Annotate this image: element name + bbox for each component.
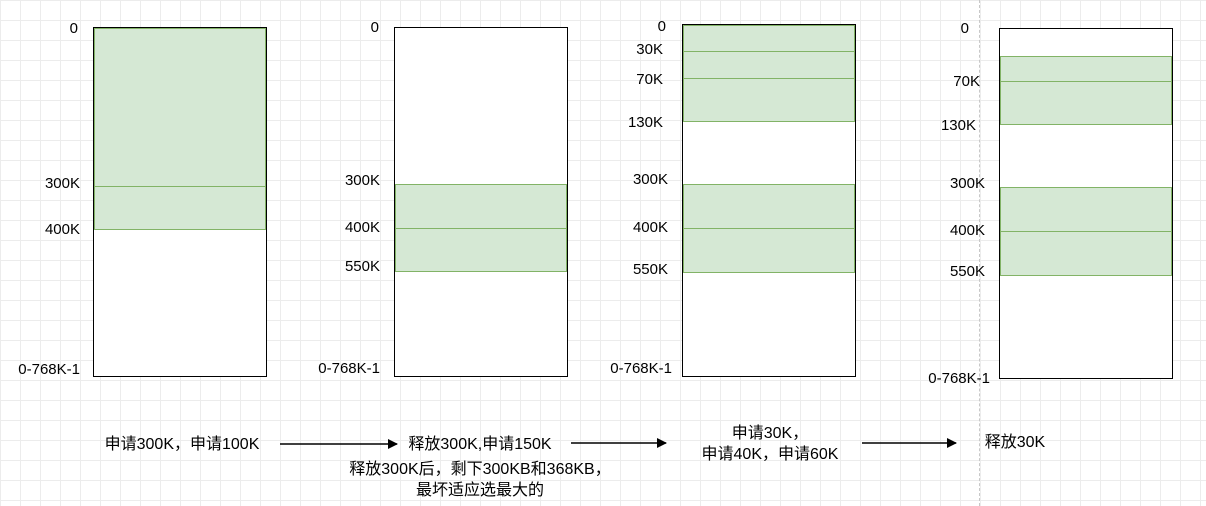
- address-label: 130K: [940, 117, 976, 134]
- allocated-segment: [395, 228, 567, 272]
- address-label: 300K: [344, 172, 380, 189]
- address-label: 550K: [949, 263, 985, 280]
- address-label: 0: [370, 19, 379, 36]
- address-label: 300K: [949, 175, 985, 192]
- address-label: 0: [69, 20, 78, 37]
- step-3-line-1: 申请30K，: [731, 425, 809, 442]
- allocated-segment: [1000, 231, 1172, 276]
- address-label: 400K: [632, 219, 668, 236]
- address-label: 130K: [627, 114, 663, 131]
- step-2-note-line-1: 释放300K后，剩下300KB和368KB，: [349, 461, 611, 478]
- address-label: 400K: [949, 222, 985, 239]
- memory-block-4: [999, 28, 1173, 379]
- allocated-segment: [683, 228, 855, 273]
- address-label: 550K: [632, 261, 668, 278]
- address-label: 400K: [344, 219, 380, 236]
- allocated-segment: [683, 184, 855, 229]
- step-1-caption: 申请300K，申请100K: [104, 436, 260, 453]
- allocated-segment: [395, 184, 567, 229]
- step-3-line-2: 申请40K，申请60K: [701, 446, 839, 463]
- memory-block-3: [682, 24, 856, 377]
- address-label: 0-768K-1: [318, 360, 380, 377]
- divider-dashed-line: [979, 0, 980, 506]
- address-label: 0-768K-1: [18, 361, 80, 378]
- address-label: 70K: [953, 73, 980, 90]
- allocated-segment: [683, 78, 855, 122]
- address-label: 30K: [636, 41, 663, 58]
- step-2-note: 释放300K后，剩下300KB和368KB， 最坏适应选最大的: [330, 459, 630, 501]
- allocated-segment: [683, 51, 855, 79]
- address-label: 70K: [636, 71, 663, 88]
- allocated-segment: [1000, 56, 1172, 83]
- allocated-segment: [94, 28, 266, 187]
- address-label: 400K: [44, 221, 80, 238]
- allocated-segment: [1000, 81, 1172, 125]
- address-label: 0-768K-1: [610, 360, 672, 377]
- address-label: 0-768K-1: [928, 370, 990, 387]
- step-4-caption: 释放30K: [984, 434, 1046, 451]
- step-3-caption: 申请30K， 申请40K，申请60K: [680, 423, 860, 465]
- address-label: 0: [657, 18, 666, 35]
- address-label: 550K: [344, 258, 380, 275]
- allocated-segment: [94, 186, 266, 230]
- memory-block-1: [93, 27, 267, 377]
- address-label: 300K: [44, 175, 80, 192]
- step-2-note-line-2: 最坏适应选最大的: [415, 482, 544, 499]
- address-label: 0: [960, 20, 969, 37]
- address-label: 300K: [632, 171, 668, 188]
- memory-block-2: [394, 27, 568, 377]
- step-2-caption: 释放300K,申请150K: [408, 436, 552, 453]
